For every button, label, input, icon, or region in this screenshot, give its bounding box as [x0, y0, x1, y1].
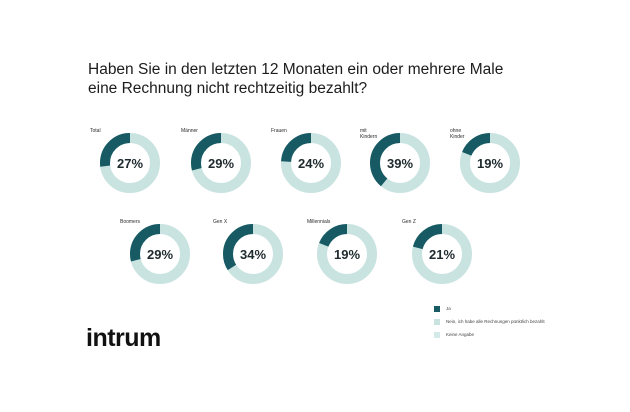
donut-frauen: Frauen 24% — [271, 128, 346, 200]
legend-swatch-nein — [434, 318, 440, 325]
legend-swatch-keine-angabe — [434, 331, 440, 338]
intrum-logo: intrum — [86, 324, 161, 352]
donut-chart-frauen — [281, 133, 341, 193]
donut-label-line: Millennials — [307, 219, 331, 225]
legend-label-nein: Nein, ich habe alle Rechnungen pünktlich… — [446, 319, 545, 324]
donut-chart-millennials — [317, 224, 377, 284]
title-line-1: Haben Sie in den letzten 12 Monaten ein … — [88, 61, 504, 78]
donut-mit-kindern: mit Kindern 39% — [360, 128, 435, 200]
donut-slice-ja — [191, 133, 251, 193]
donut-value-label: 19% — [476, 155, 504, 171]
donut-label-line: ohne — [450, 128, 462, 134]
donut-millennials: Millennials 19% — [307, 219, 382, 291]
donut-slice-ja — [460, 133, 520, 193]
donut-chart-gen-z — [412, 224, 472, 284]
donut-chart-gen-x — [223, 224, 283, 284]
donut-slice-ja — [317, 224, 377, 284]
donut-label-gen-z: Gen Z — [402, 219, 442, 225]
donut-label-line: Männer — [181, 128, 198, 134]
donut-value-label: 21% — [428, 246, 456, 262]
donut-value-label: 27% — [116, 155, 144, 171]
donut-value-label: 34% — [239, 246, 267, 262]
donut-label-line: Kinder — [450, 134, 465, 140]
legend-swatch-ja — [434, 305, 440, 312]
donut-total: Total 27% — [90, 128, 165, 200]
donut-label-line: Kindern — [360, 134, 378, 140]
donut-slice-ja — [281, 133, 341, 193]
donut-slice-ja — [412, 224, 472, 284]
donut-label-frauen: Frauen — [271, 128, 311, 134]
legend: Ja Nein, ich habe alle Rechnungen pünktl… — [434, 303, 545, 342]
title-line-2: eine Rechnung nicht rechtzeitig bezahlt? — [88, 80, 368, 97]
donut-label-line: Boomers — [120, 219, 141, 225]
donut-chart-mit-kindern — [370, 133, 430, 193]
donut-slice-ja — [370, 133, 430, 193]
donut-value-label: 19% — [333, 246, 361, 262]
donut-value-label: 29% — [207, 155, 235, 171]
legend-label-keine-angabe: Keine Angabe — [446, 332, 475, 337]
donut-chart-total — [100, 133, 160, 193]
donut-maenner: Männer 29% — [181, 128, 256, 200]
donut-label-mit-kindern: mit Kindern — [360, 128, 400, 140]
donut-label-total: Total — [90, 128, 130, 134]
donut-chart-maenner — [191, 133, 251, 193]
donut-label-line: Gen Z — [402, 219, 416, 225]
donut-chart-boomers — [130, 224, 190, 284]
donut-label-line: Frauen — [271, 128, 287, 134]
donut-label-ohne-kinder: ohne Kinder — [450, 128, 490, 140]
donut-slice-ja — [130, 224, 190, 284]
chart-title: Haben Sie in den letzten 12 Monaten ein … — [88, 60, 588, 98]
donut-label-millennials: Millennials — [307, 219, 347, 225]
donut-slice-ja — [223, 224, 283, 284]
donut-label-line: mit — [360, 128, 367, 134]
donut-chart-ohne-kinder — [460, 133, 520, 193]
donut-label-gen-x: Gen X — [213, 219, 253, 225]
donut-value-label: 24% — [297, 155, 325, 171]
donut-label-line: Gen X — [213, 219, 228, 225]
donut-value-label: 29% — [146, 246, 174, 262]
legend-item-ja: Ja — [434, 303, 545, 314]
donut-ohne-kinder: ohne Kinder 19% — [450, 128, 525, 200]
donut-label-line: Total — [90, 128, 101, 134]
legend-label-ja: Ja — [446, 306, 451, 311]
donut-gen-x: Gen X 34% — [213, 219, 288, 291]
donut-slice-ja — [100, 133, 160, 193]
donut-value-label: 39% — [386, 155, 414, 171]
donut-boomers: Boomers 29% — [120, 219, 195, 291]
donut-label-maenner: Männer — [181, 128, 221, 134]
legend-item-keine-angabe: Keine Angabe — [434, 329, 545, 340]
legend-item-nein: Nein, ich habe alle Rechnungen pünktlich… — [434, 316, 545, 327]
donut-label-boomers: Boomers — [120, 219, 160, 225]
donut-gen-z: Gen Z 21% — [402, 219, 477, 291]
